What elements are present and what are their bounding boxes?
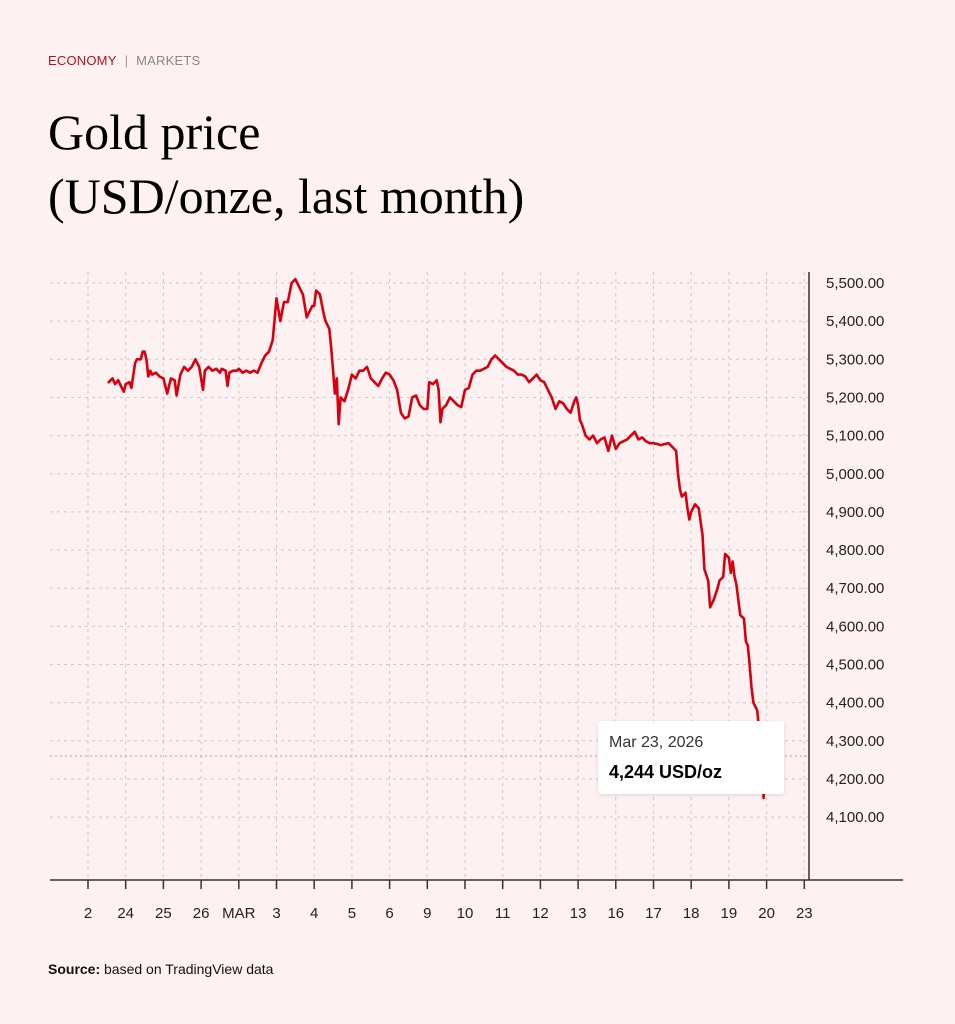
y-tick-label: 5,400.00 (826, 313, 884, 330)
x-tick-label: 17 (645, 905, 662, 922)
x-tick-label: 16 (607, 905, 624, 922)
tooltip-value: 4,244 USD/oz (609, 762, 723, 782)
x-tick-label: 20 (758, 905, 775, 922)
x-tick-label: 23 (796, 905, 813, 922)
source-text: based on TradingView data (104, 961, 274, 977)
grid-lines (50, 272, 808, 880)
y-tick-label: 4,600.00 (826, 618, 884, 635)
x-tick-label: 11 (495, 905, 511, 922)
category-link[interactable]: ECONOMY (48, 53, 117, 68)
axes (50, 272, 903, 881)
x-tick-label: MAR (222, 905, 256, 922)
source-label: Source: (48, 961, 101, 977)
x-tick-label: 18 (683, 905, 700, 922)
x-tick-label: 9 (423, 905, 431, 922)
x-tick-label: 12 (532, 905, 549, 922)
section-kicker: ECONOMY | MARKETS (48, 53, 200, 68)
x-tick-label: 19 (721, 905, 738, 922)
source-note: Source: based on TradingView data (48, 961, 273, 977)
title-line-2: (USD/onze, last month) (48, 168, 525, 224)
price-line (107, 277, 770, 800)
x-tick-label: 2 (84, 905, 92, 922)
y-tick-label: 4,500.00 (826, 657, 884, 674)
x-tick-label: 3 (272, 905, 280, 922)
y-tick-label: 4,400.00 (826, 695, 884, 712)
x-tick-label: 24 (117, 905, 134, 922)
y-tick-label: 5,000.00 (826, 466, 884, 483)
y-tick-label: 5,200.00 (826, 389, 884, 406)
y-tick-label: 4,800.00 (826, 542, 884, 559)
x-tick-label: 26 (193, 905, 210, 922)
subcategory-link[interactable]: MARKETS (136, 53, 201, 68)
y-tick-label: 5,300.00 (826, 351, 884, 368)
y-axis-ticks: 5,500.00 5,400.00 5,300.00 5,200.00 5,100.00… (826, 275, 884, 826)
y-tick-label: 4,900.00 (826, 504, 884, 521)
x-tick-label: 10 (457, 905, 474, 922)
x-axis-ticks: 2 24 25 26 MAR 3 4 5 6 9 10 11 12 13 16 17 18 19 20 23 (84, 880, 813, 922)
tooltip-date: Mar 23, 2026 (609, 734, 704, 751)
y-tick-label: 4,200.00 (826, 771, 884, 788)
chart-title: Gold price (USD/onze, last month) (48, 100, 524, 228)
x-tick-label: 5 (348, 905, 356, 922)
x-tick-label: 6 (385, 905, 393, 922)
kicker-separator: | (124, 53, 129, 68)
hover-tooltip: Mar 23, 2026 4,244 USD/oz (598, 721, 784, 794)
x-tick-label: 13 (570, 905, 587, 922)
x-tick-label: 25 (155, 905, 172, 922)
y-tick-label: 4,100.00 (826, 809, 884, 826)
y-tick-label: 4,300.00 (826, 733, 884, 750)
y-tick-label: 5,100.00 (826, 428, 884, 445)
y-tick-label: 5,500.00 (826, 275, 884, 292)
x-tick-label: 4 (310, 905, 318, 922)
y-tick-label: 4,700.00 (826, 580, 884, 597)
title-line-1: Gold price (48, 104, 261, 160)
